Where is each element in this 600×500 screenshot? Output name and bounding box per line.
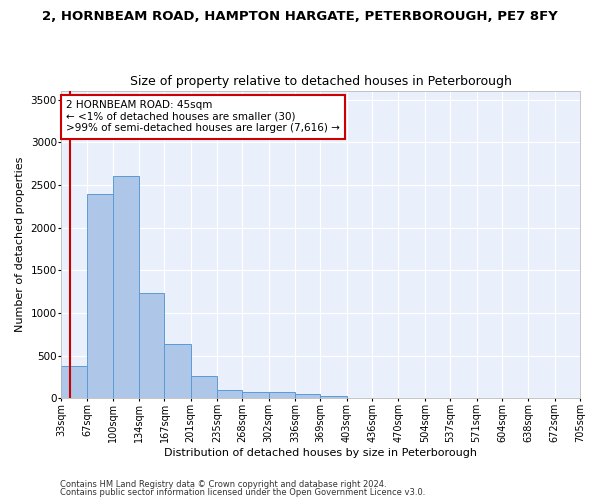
Bar — [87, 194, 113, 398]
Y-axis label: Number of detached properties: Number of detached properties — [15, 157, 25, 332]
Bar — [320, 396, 347, 398]
Bar — [295, 394, 320, 398]
Bar — [269, 392, 295, 398]
Bar — [217, 390, 242, 398]
Title: Size of property relative to detached houses in Peterborough: Size of property relative to detached ho… — [130, 76, 511, 88]
Bar — [139, 294, 164, 399]
X-axis label: Distribution of detached houses by size in Peterborough: Distribution of detached houses by size … — [164, 448, 477, 458]
Bar — [242, 392, 269, 398]
Bar — [113, 176, 139, 398]
Bar — [61, 366, 87, 398]
Text: Contains public sector information licensed under the Open Government Licence v3: Contains public sector information licen… — [60, 488, 425, 497]
Bar — [191, 376, 217, 398]
Text: 2 HORNBEAM ROAD: 45sqm
← <1% of detached houses are smaller (30)
>99% of semi-de: 2 HORNBEAM ROAD: 45sqm ← <1% of detached… — [66, 100, 340, 134]
Bar — [164, 344, 191, 399]
Text: Contains HM Land Registry data © Crown copyright and database right 2024.: Contains HM Land Registry data © Crown c… — [60, 480, 386, 489]
Text: 2, HORNBEAM ROAD, HAMPTON HARGATE, PETERBOROUGH, PE7 8FY: 2, HORNBEAM ROAD, HAMPTON HARGATE, PETER… — [42, 10, 558, 23]
